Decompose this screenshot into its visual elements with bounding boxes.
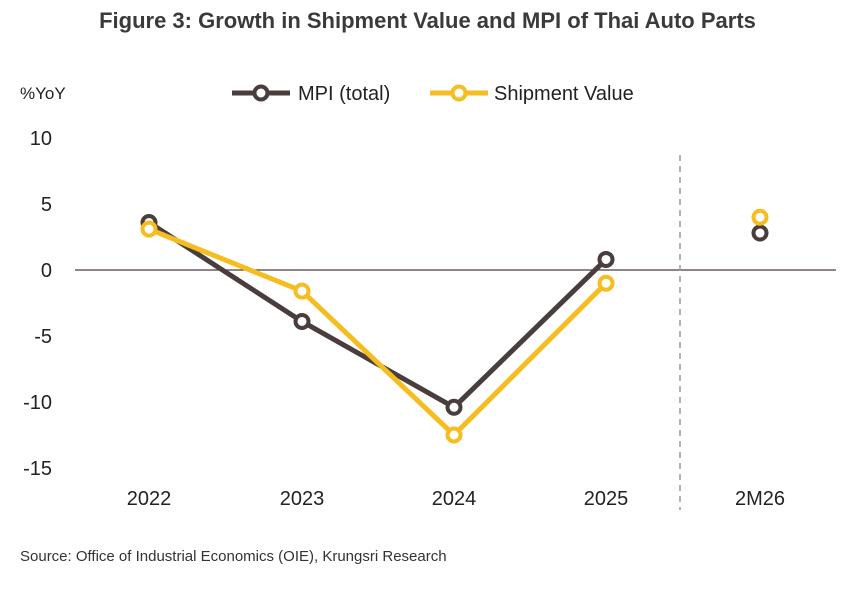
legend: MPI (total) Shipment Value: [232, 83, 634, 105]
legend-marker: [450, 84, 468, 102]
chart: %YoY MPI (total) Shipment Value 10 5 0 -5 -10…: [20, 83, 836, 510]
y-tick-label: 0: [41, 260, 52, 282]
y-axis-unit-label: %YoY: [20, 84, 66, 103]
data-point: [140, 220, 158, 238]
x-tick-label: 2024: [432, 488, 477, 510]
chart-title: Figure 3: Growth in Shipment Value and M…: [99, 8, 756, 33]
y-tick-label: -10: [23, 392, 52, 414]
x-tick-label: 2M26: [735, 488, 785, 510]
series-group: [140, 208, 769, 444]
data-point: [293, 312, 311, 330]
y-tick-label: 10: [30, 128, 52, 150]
series-line-0: [146, 219, 609, 410]
series-line-1: [146, 226, 609, 438]
data-point: [751, 208, 769, 226]
x-axis-ticks: 2022 2023 2024 2025 2M26: [127, 488, 785, 510]
data-point: [293, 282, 311, 300]
data-point: [445, 398, 463, 416]
data-point: [445, 426, 463, 444]
y-tick-label: -15: [23, 458, 52, 480]
data-point: [597, 274, 615, 292]
source-note: Source: Office of Industrial Economics (…: [20, 548, 447, 565]
x-tick-label: 2025: [584, 488, 629, 510]
y-tick-label: -5: [34, 326, 52, 348]
legend-marker: [252, 84, 270, 102]
x-tick-label: 2023: [280, 488, 325, 510]
legend-label: Shipment Value: [494, 83, 634, 105]
x-tick-label: 2022: [127, 488, 172, 510]
legend-label: MPI (total): [298, 83, 390, 105]
y-axis-ticks: 10 5 0 -5 -10 -15: [23, 128, 52, 480]
data-point: [597, 250, 615, 268]
y-tick-label: 5: [41, 194, 52, 216]
data-point: [751, 224, 769, 242]
